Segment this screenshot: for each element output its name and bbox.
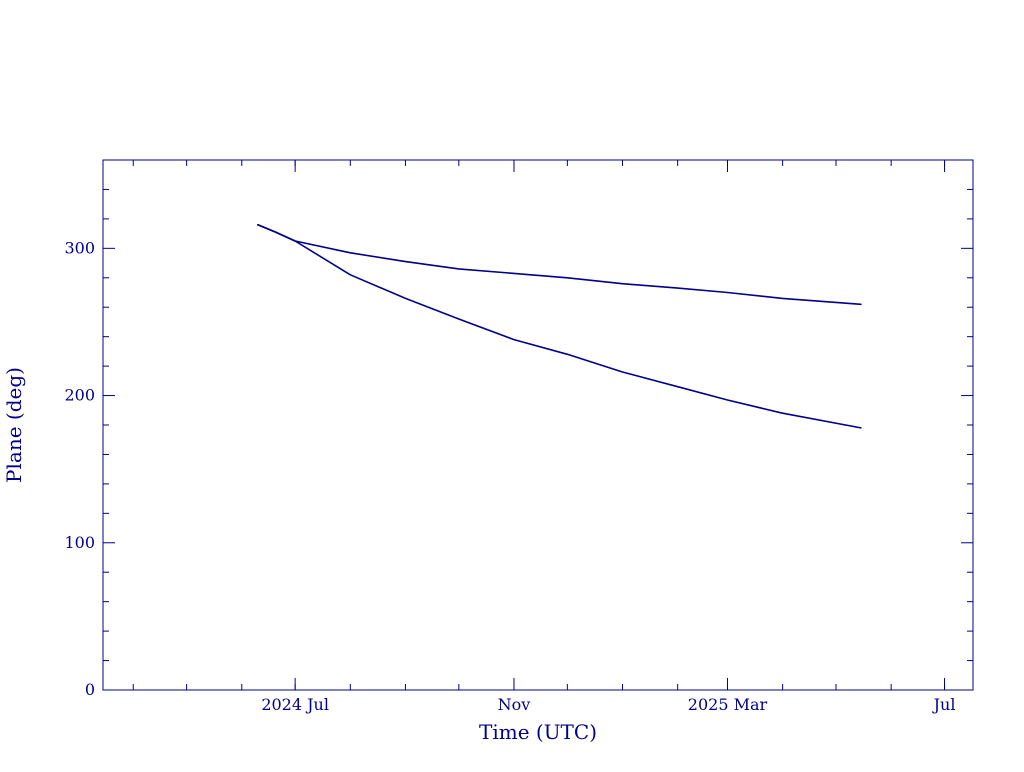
- y-tick-label: 0: [85, 680, 95, 699]
- series-line-1: [257, 224, 862, 306]
- axes-layer: 2024 Jul Nov 2025 Mar Jul 0 100 200 300: [64, 159, 974, 714]
- y-axis-title: Plane (deg): [2, 367, 26, 483]
- x-tick-label: 2025 Mar: [688, 695, 768, 714]
- x-tick-label: Nov: [498, 695, 531, 714]
- y-tick-label: 100: [64, 533, 95, 552]
- y-tick-label: 200: [64, 386, 95, 405]
- x-tick-label: 2024 Jul: [261, 695, 329, 714]
- x-tick-label: Jul: [932, 695, 956, 714]
- series-layer: [257, 224, 862, 429]
- series-line-2: [257, 224, 862, 429]
- x-axis-title: Time (UTC): [479, 720, 597, 744]
- y-tick-label: 300: [64, 238, 95, 257]
